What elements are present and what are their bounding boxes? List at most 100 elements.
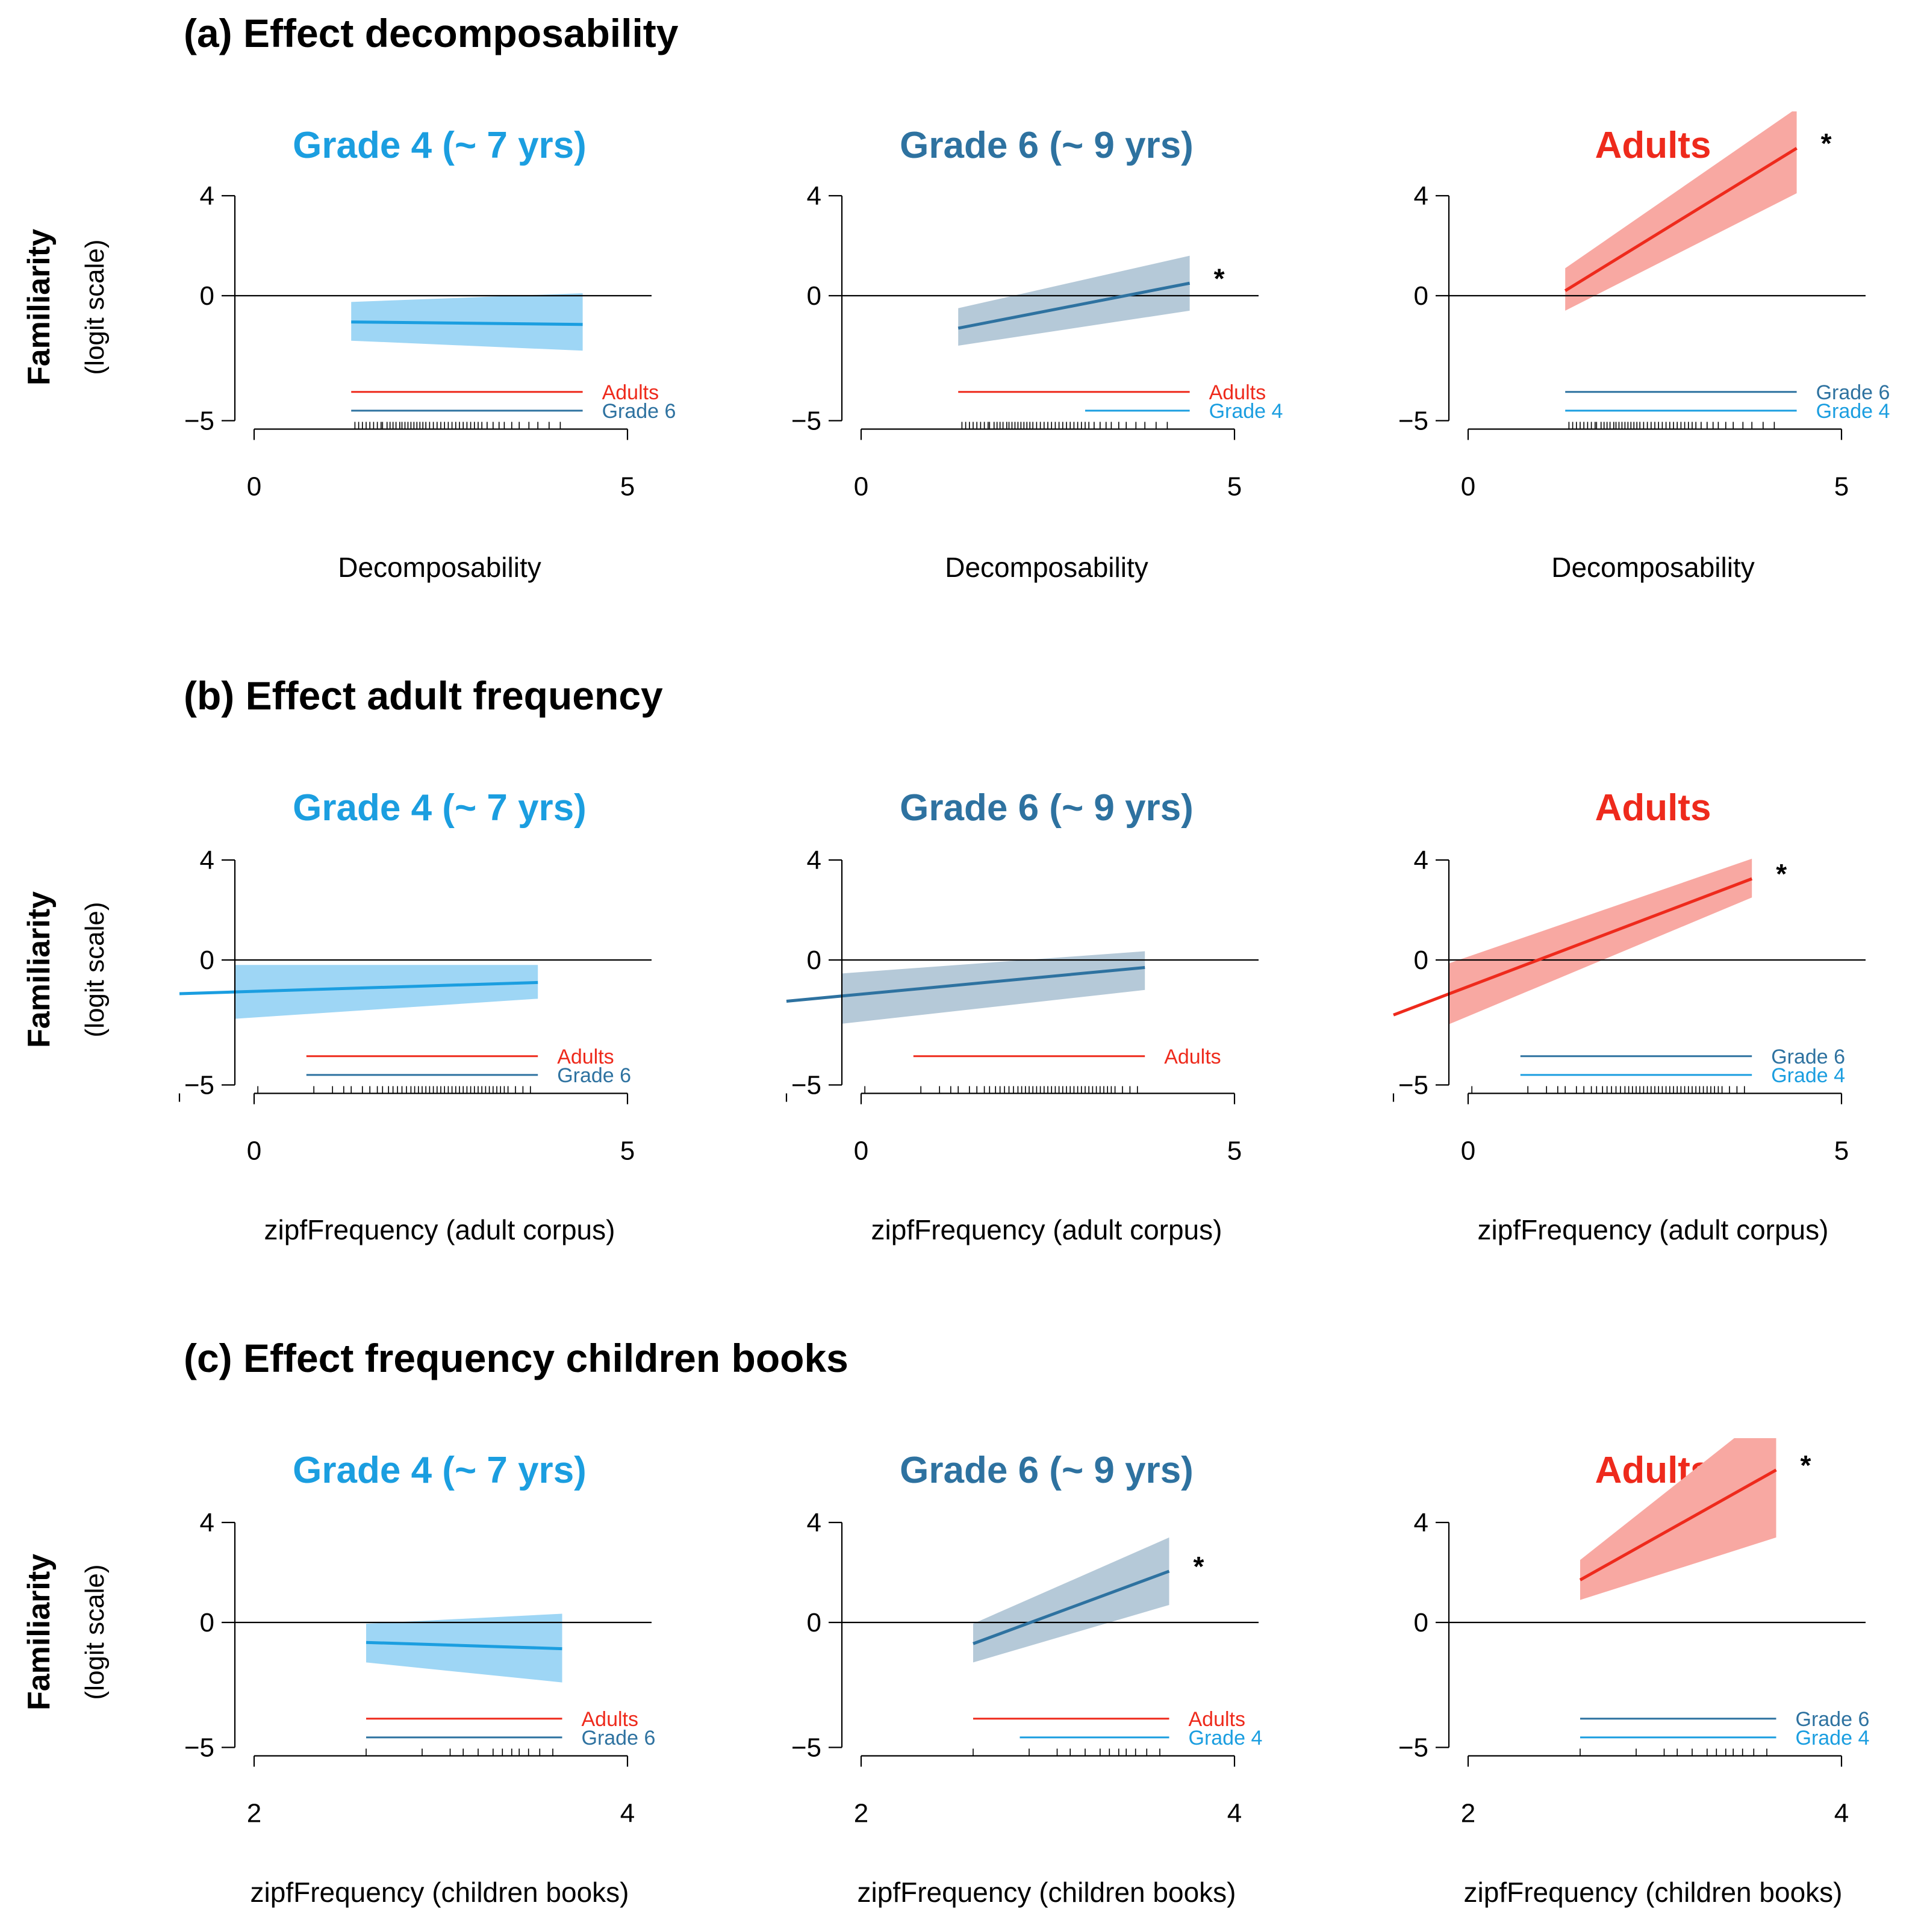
panel-a-grade6-x-tick-label: 0 <box>854 472 868 502</box>
panel-c-grade6-xlabel: zipfFrequency (children books) <box>858 1877 1236 1908</box>
panel-b-grade4: Grade 4 (~ 7 yrs) Familiarity (logit sca… <box>22 787 652 1245</box>
panel-c-grade4-confidence-band <box>366 1613 562 1683</box>
panel-b-grade4-y-tick-label: −5 <box>184 1071 214 1100</box>
panel-a-grade6-y-tick-label: −5 <box>791 407 821 436</box>
panel-a-adults-y-tick-label: 0 <box>1414 281 1428 311</box>
panel-b-adults-y-tick-label: 0 <box>1414 946 1428 975</box>
panel-a-adults-y-tick-label: −5 <box>1398 407 1428 436</box>
panel-b-adults-significance-marker: * <box>1776 858 1787 890</box>
section-c-title: (c) Effect frequency children books <box>184 1336 848 1380</box>
panel-a-adults-fit-line <box>1564 147 1798 292</box>
panel-c-grade4-y-tick-label: 0 <box>200 1608 214 1638</box>
panel-a-grade4-fit-line <box>351 320 583 326</box>
panel-b-adults-fit-line <box>1393 877 1753 1017</box>
panel-c-adults-fit-line <box>1579 1468 1777 1581</box>
section-a: (a) Effect decomposability Grade 4 (~ 7 … <box>22 11 1890 583</box>
panel-c-grade4-x-tick-label: 2 <box>247 1799 261 1828</box>
panel-a-grade6-fit-line <box>957 281 1191 330</box>
panel-c-grade4-legend-label-adults: Adults <box>582 1708 639 1731</box>
panel-c-grade6-confidence-band <box>973 1537 1169 1663</box>
section-b: (b) Effect adult frequency Grade 4 (~ 7 … <box>22 673 1866 1245</box>
panel-c-grade4-title: Grade 4 (~ 7 yrs) <box>293 1450 587 1491</box>
panel-c-grade6: Grade 6 (~ 9 yrs) zipfFrequency (childre… <box>791 1450 1263 1908</box>
panel-a-grade4-xlabel: Decomposability <box>338 552 541 583</box>
panel-c-adults-y-tick-label: 4 <box>1414 1508 1428 1538</box>
panel-a-grade6-y-tick-label: 4 <box>807 181 821 211</box>
panel-a-adults-y-tick-label: 4 <box>1414 181 1428 211</box>
panel-b-adults: Adults zipfFrequency (adult corpus) * 4 0 −… <box>1392 787 1866 1245</box>
panel-c-grade4-ylabel-sub: (logit scale) <box>80 1565 110 1700</box>
panel-b-grade4-x-tick-label: 0 <box>247 1136 261 1166</box>
panel-b-adults-x-tick-label: 5 <box>1834 1136 1849 1166</box>
section-b-title: (b) Effect adult frequency <box>184 673 663 718</box>
panel-c-grade6-legend-label-grade4: Grade 4 <box>1189 1727 1263 1750</box>
panel-b-grade4-fit-line <box>179 980 538 996</box>
panel-b-grade6-xlabel: zipfFrequency (adult corpus) <box>871 1214 1222 1245</box>
panel-b-grade4-title: Grade 4 (~ 7 yrs) <box>293 787 587 829</box>
panel-b-grade4-legend-label-grade6: Grade 6 <box>557 1064 631 1087</box>
panel-a-grade4-y-tick-label: 4 <box>200 181 214 211</box>
panel-b-grade6-title: Grade 6 (~ 9 yrs) <box>900 787 1194 829</box>
panel-b-grade6-y-tick-label: 4 <box>807 846 821 875</box>
panel-b-adults-confidence-band <box>1449 858 1752 1024</box>
panel-b-grade4-ylabel-sub: (logit scale) <box>80 902 110 1038</box>
panel-a-grade6-title: Grade 6 (~ 9 yrs) <box>900 125 1194 166</box>
panel-c-adults-x-tick-label: 2 <box>1461 1799 1475 1828</box>
panel-b-grade4-xlabel: zipfFrequency (adult corpus) <box>264 1214 615 1245</box>
panel-b-grade4-y-tick-label: 4 <box>200 846 214 875</box>
panel-a-adults-legend-label-grade6: Grade 6 <box>1816 381 1890 404</box>
panel-c-grade6-y-tick-label: 0 <box>807 1608 821 1638</box>
panel-b-adults-y-tick-label: −5 <box>1398 1071 1428 1100</box>
section-a-title: (a) Effect decomposability <box>184 11 679 55</box>
panel-c-grade6-significance-marker: * <box>1194 1551 1204 1582</box>
panel-b-adults-legend-label-grade4: Grade 4 <box>1771 1064 1845 1087</box>
panel-a-grade6: Grade 6 (~ 9 yrs) Decomposability * 4 0 −5 0… <box>791 125 1283 583</box>
panel-c-grade4-ylabel-main: Familiarity <box>22 1554 57 1710</box>
panel-c-adults-confidence-band <box>1580 1438 1776 1600</box>
panel-b-grade4-ylabel-main: Familiarity <box>22 891 57 1048</box>
panel-b-grade6-confidence-band <box>842 951 1145 1024</box>
panel-a-grade6-legend-label-grade4: Grade 4 <box>1209 400 1283 423</box>
panel-a-grade4-x-tick-label: 0 <box>247 472 261 502</box>
panel-c-adults-legend-label-grade6: Grade 6 <box>1796 1708 1870 1731</box>
panel-a-adults-title: Adults <box>1595 125 1711 166</box>
panel-c-adults-y-tick-label: −5 <box>1398 1733 1428 1763</box>
panel-c-grade6-fit-line <box>973 1569 1170 1645</box>
panel-a-grade4-y-tick-label: −5 <box>184 407 214 436</box>
panel-a-grade4: Grade 4 (~ 7 yrs) Familiarity (logit sca… <box>22 125 676 583</box>
panel-c-adults-legend-label-grade4: Grade 4 <box>1796 1727 1870 1750</box>
panel-b-grade4-x-tick-label: 5 <box>620 1136 635 1166</box>
panel-c-grade6-legend-label-adults: Adults <box>1189 1708 1246 1731</box>
panel-a-grade4-title: Grade 4 (~ 7 yrs) <box>293 125 587 166</box>
panel-b-grade4-confidence-band <box>235 965 538 1019</box>
panel-c-grade6-y-tick-label: −5 <box>791 1733 821 1763</box>
panel-a-adults-confidence-band <box>1565 111 1797 311</box>
panel-b-grade6-fit-line <box>786 965 1145 1003</box>
panel-c-adults-x-tick-label: 4 <box>1834 1799 1849 1828</box>
panel-c-adults-xlabel: zipfFrequency (children books) <box>1464 1877 1843 1908</box>
panel-a-grade4-ylabel-main: Familiarity <box>22 229 57 385</box>
panel-c-grade6-x-tick-label: 2 <box>854 1799 868 1828</box>
panel-b-adults-title: Adults <box>1595 787 1711 829</box>
panel-a-adults: Adults Decomposability * 4 0 −5 0 5 Grade 6Gra… <box>1398 111 1890 583</box>
panel-a-grade4-y-tick-label: 0 <box>200 281 214 311</box>
panel-c-grade4-xlabel: zipfFrequency (children books) <box>251 1877 629 1908</box>
panel-c-grade4-y-tick-label: −5 <box>184 1733 214 1763</box>
panel-c-grade4-fit-line <box>366 1641 562 1651</box>
panel-a-grade4-legend-label-grade6: Grade 6 <box>602 400 676 423</box>
panel-c-grade6-title: Grade 6 (~ 9 yrs) <box>900 1450 1194 1491</box>
panel-a-grade6-confidence-band <box>958 255 1190 346</box>
panel-b-grade4-y-tick-label: 0 <box>200 946 214 975</box>
panel-a-grade6-y-tick-label: 0 <box>807 281 821 311</box>
panel-a-grade6-x-tick-label: 5 <box>1227 472 1242 502</box>
panel-a-grade4-legend-label-adults: Adults <box>602 381 659 404</box>
panel-a-grade4-x-tick-label: 5 <box>620 472 635 502</box>
panel-c-adults-significance-marker: * <box>1801 1450 1811 1481</box>
panel-b-adults-legend-label-grade6: Grade 6 <box>1771 1045 1845 1068</box>
panel-c-grade4-legend-label-grade6: Grade 6 <box>582 1727 656 1750</box>
panel-b-grade6-x-tick-label: 0 <box>854 1136 868 1166</box>
panel-b-grade6-legend-label-adults: Adults <box>1164 1045 1221 1068</box>
panel-b-grade6-y-tick-label: 0 <box>807 946 821 975</box>
panel-c-grade6-y-tick-label: 4 <box>807 1508 821 1538</box>
